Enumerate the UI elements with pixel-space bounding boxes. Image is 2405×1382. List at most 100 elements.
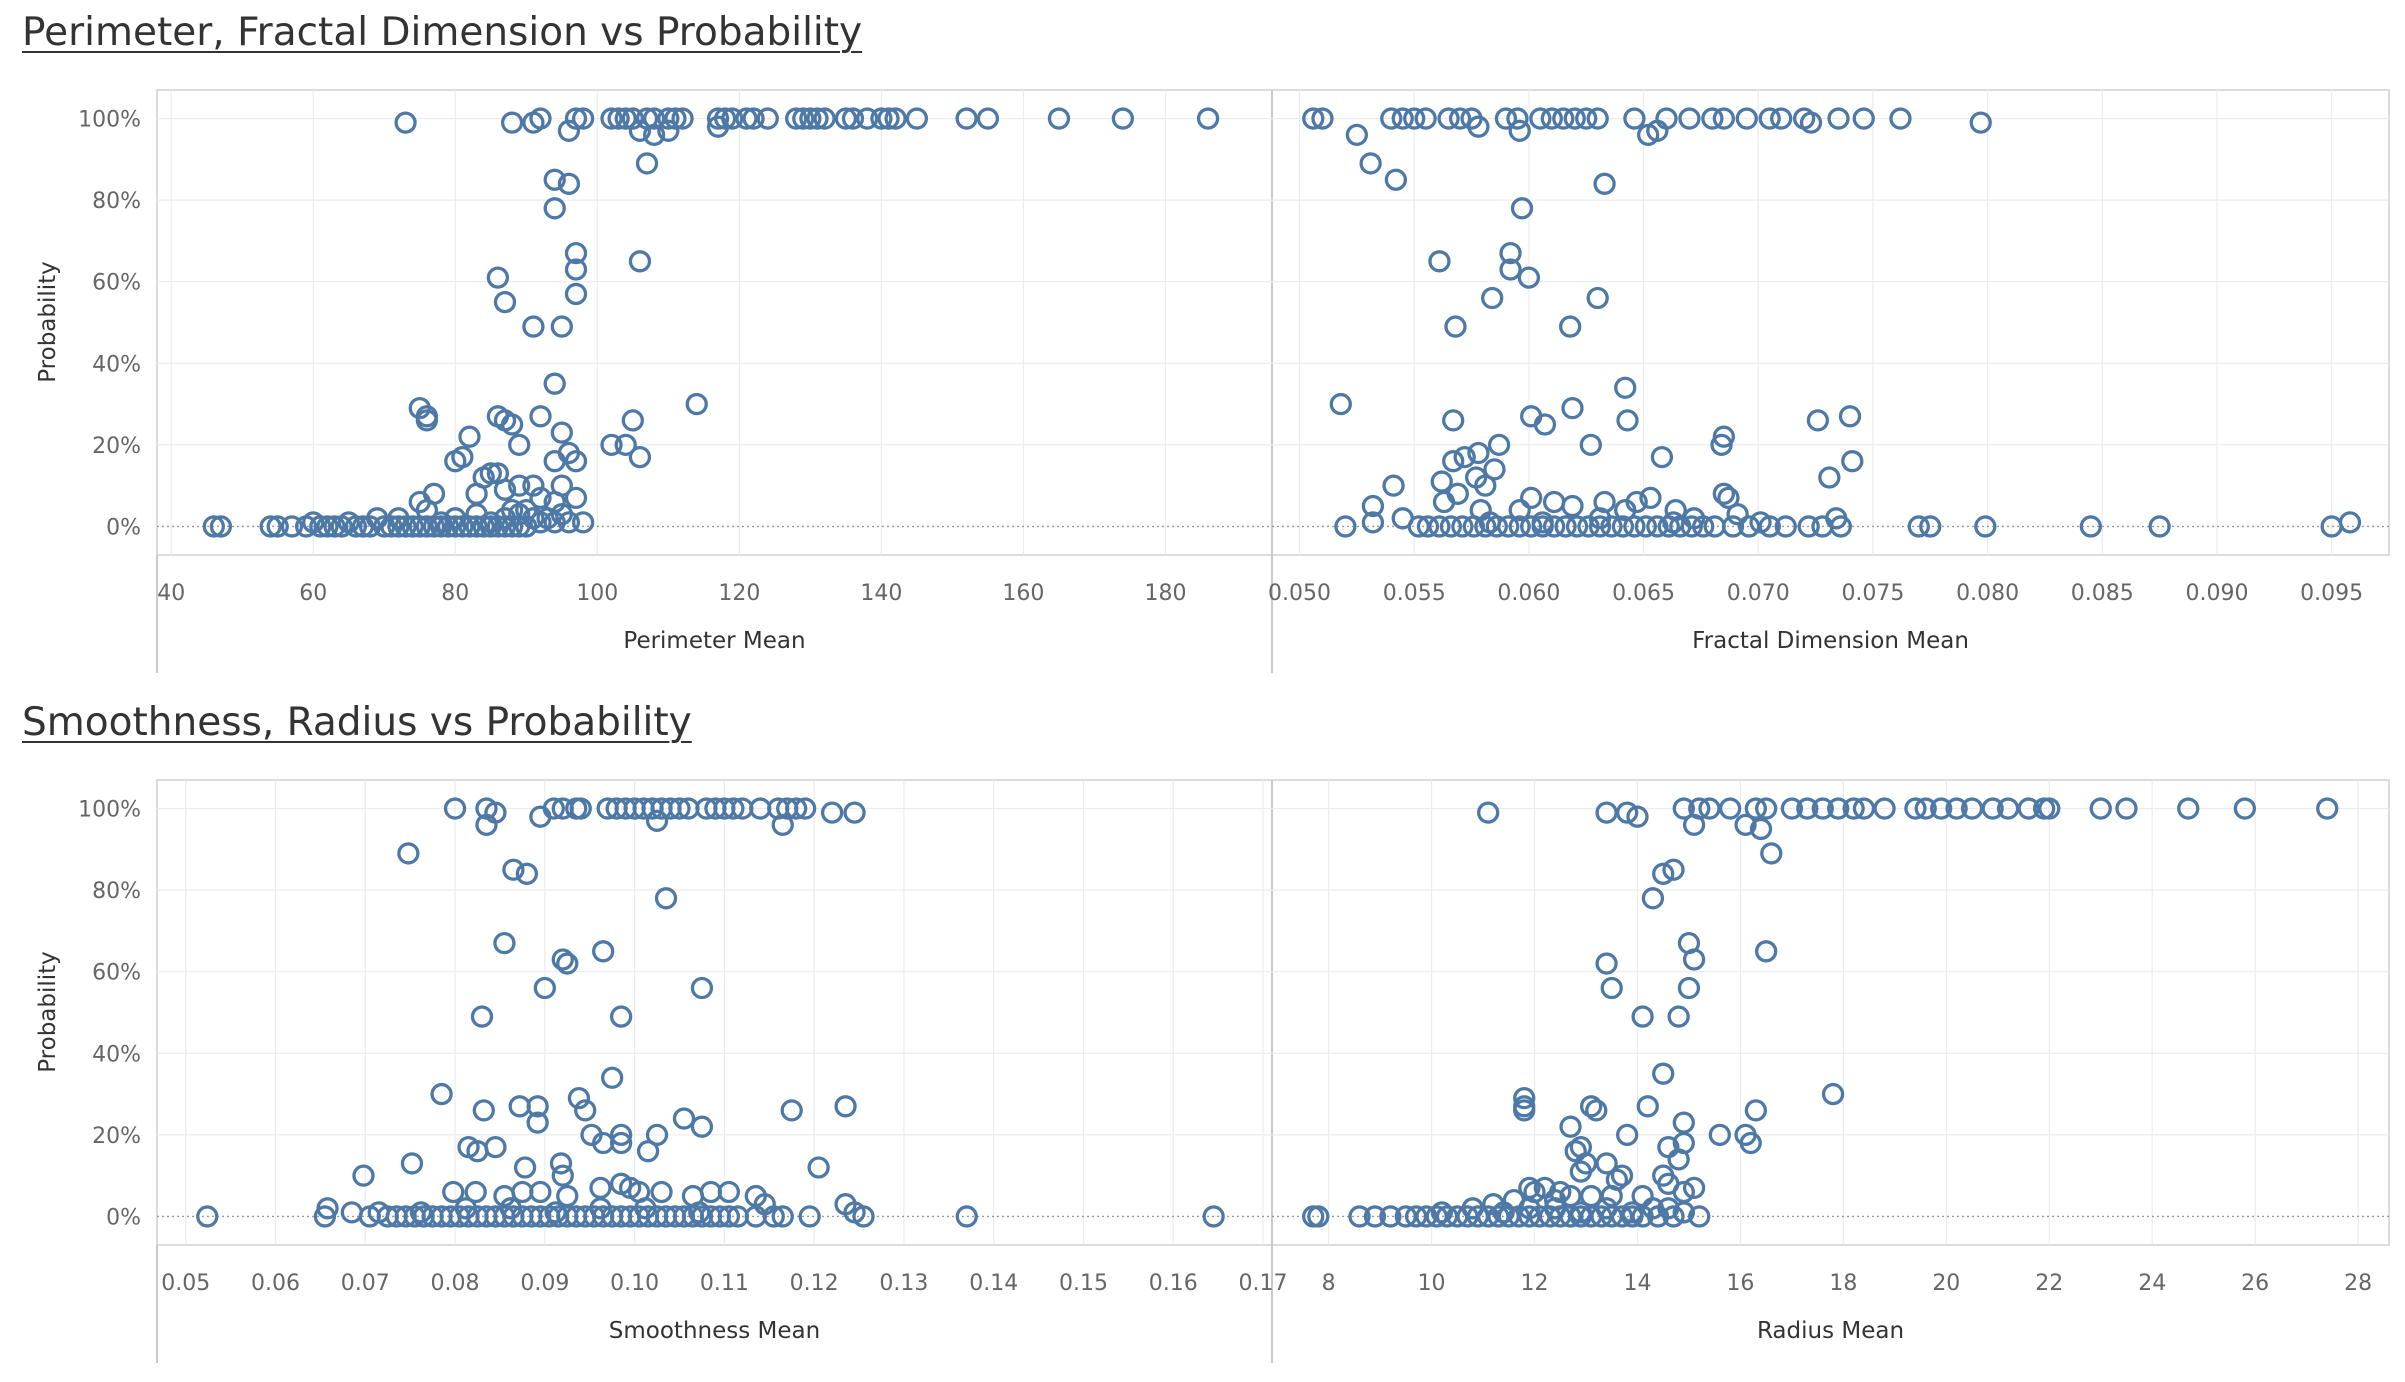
- radius-scatter-panel: 8 10 12 14 16 18 20 22 24 26 28 Radius Mean: [1272, 780, 2389, 1344]
- data-point: [634, 1197, 657, 1220]
- data-point: [1639, 486, 1662, 510]
- data-point: [657, 119, 680, 142]
- data-point: [550, 421, 573, 444]
- data-point: [508, 474, 531, 497]
- data-point: [1672, 1201, 1695, 1224]
- data-point: [1494, 107, 1518, 130]
- data-point: [529, 107, 552, 130]
- data-point: [1302, 107, 1325, 130]
- data-point: [2089, 797, 2112, 820]
- data-point: [1307, 1205, 1330, 1228]
- data-point: [1595, 801, 1618, 824]
- x-axis-title: Perimeter Mean: [623, 628, 805, 654]
- data-point: [569, 797, 592, 820]
- data-point: [1621, 1201, 1644, 1224]
- data-point: [522, 474, 545, 497]
- data-point: [592, 940, 615, 963]
- data-point: [1758, 107, 1781, 130]
- data-point: [1593, 172, 1616, 195]
- data-point: [794, 797, 817, 820]
- y-tick-label: 40%: [92, 1042, 141, 1067]
- x-tick-label: 0.10: [610, 1271, 659, 1296]
- data-point: [756, 107, 779, 130]
- data-point: [1586, 107, 1609, 130]
- data-point: [1448, 107, 1472, 130]
- x-tick-label: 0.050: [1268, 581, 1331, 606]
- data-point: [543, 168, 566, 191]
- data-point: [1623, 107, 1646, 130]
- data-point: [543, 511, 566, 534]
- data-point: [1708, 1123, 1731, 1147]
- data-point: [1559, 1115, 1582, 1138]
- data-point: [1478, 511, 1502, 534]
- data-point: [841, 107, 865, 130]
- data-point: [564, 258, 588, 281]
- data-point: [1561, 397, 1584, 420]
- data-point: [1391, 107, 1414, 130]
- data-point: [1506, 107, 1529, 130]
- data-point: [1774, 515, 1797, 538]
- data-point: [1579, 433, 1602, 457]
- x-tick-label: 0.090: [2185, 581, 2248, 606]
- x-tick-label: 180: [1144, 581, 1186, 606]
- data-point: [500, 413, 524, 436]
- x-tick-label: 10: [1418, 1271, 1446, 1296]
- data-point: [366, 507, 389, 530]
- x-tick-label: 0.07: [341, 1271, 390, 1296]
- data-point: [717, 1205, 741, 1228]
- data-point: [564, 282, 588, 306]
- data-point: [607, 107, 630, 130]
- data-point: [1678, 107, 1701, 130]
- data-point: [976, 107, 1000, 130]
- x-tick-label: 24: [2138, 1271, 2166, 1296]
- data-point: [671, 107, 694, 130]
- data-point: [1969, 111, 1992, 134]
- x-tick-label: 0.09: [520, 1271, 569, 1296]
- data-point: [1487, 433, 1511, 457]
- plot-frame-row-1: [156, 779, 2390, 1246]
- x-tick-label: 16: [1726, 1271, 1754, 1296]
- data-point: [316, 1197, 339, 1220]
- data-point: [1662, 511, 1685, 534]
- data-point: [337, 511, 360, 534]
- data-point: [1569, 1160, 1592, 1183]
- y-tick-label: 60%: [92, 271, 141, 296]
- data-point: [1513, 1099, 1536, 1122]
- data-point: [843, 801, 866, 824]
- data-point: [493, 478, 517, 501]
- data-point: [493, 932, 516, 955]
- data-point: [533, 976, 556, 1000]
- data-point: [564, 242, 588, 265]
- perimeter-scatter-panel: 40 60 80 100 120 140 160 180 0% 20% 40% 60% 80% 100% P…: [35, 90, 1272, 654]
- data-point: [1914, 797, 1937, 820]
- data-point: [1329, 392, 1352, 416]
- data-point: [1334, 515, 1357, 538]
- x-tick-label: 0.13: [879, 1271, 928, 1296]
- data-point: [688, 1201, 711, 1224]
- data-point: [1796, 797, 1819, 820]
- data-point: [1710, 433, 1733, 457]
- data-point: [2177, 797, 2200, 820]
- data-point: [1416, 515, 1440, 538]
- data-point: [1838, 405, 1862, 428]
- data-point: [1518, 1197, 1541, 1220]
- data-point: [465, 515, 488, 538]
- data-point: [771, 1205, 794, 1228]
- data-point: [601, 1066, 624, 1089]
- data-point: [508, 433, 531, 457]
- data-point: [1451, 515, 1474, 538]
- data-point: [1852, 107, 1875, 130]
- data-point: [323, 515, 346, 538]
- data-point: [1614, 498, 1637, 522]
- data-point: [1641, 887, 1665, 910]
- data-point: [1657, 515, 1680, 538]
- data-point: [415, 405, 439, 428]
- data-point: [549, 1152, 573, 1175]
- data-point: [1755, 797, 1778, 820]
- data-point: [302, 511, 325, 534]
- data-point: [1561, 494, 1584, 518]
- data-point: [1797, 515, 1820, 538]
- data-point: [1569, 1201, 1592, 1224]
- data-point: [1380, 107, 1403, 130]
- data-point: [1827, 107, 1850, 130]
